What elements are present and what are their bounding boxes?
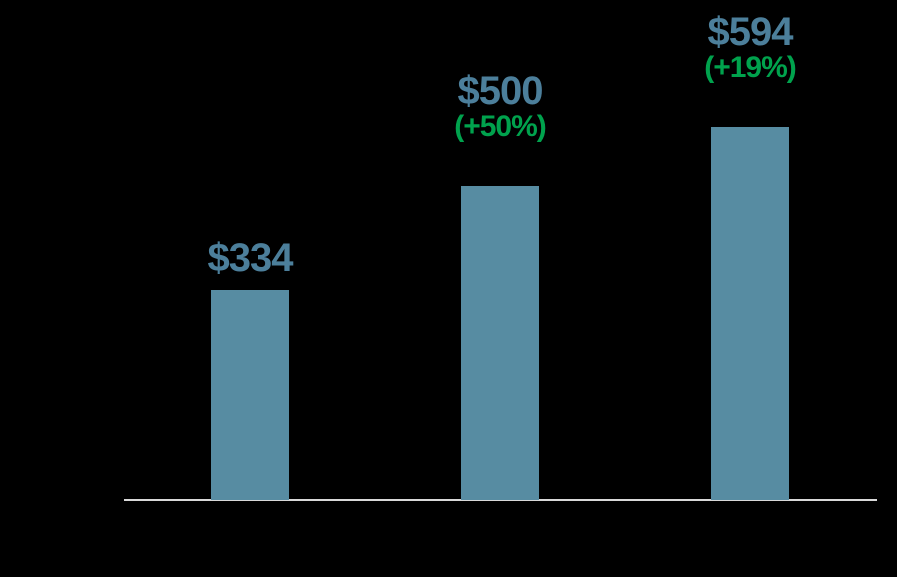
bar-rect xyxy=(461,186,539,500)
bar-rect xyxy=(711,127,789,500)
bar-value-label: $500 xyxy=(457,69,544,113)
bar-value-label: $594 xyxy=(707,10,794,54)
bar-rect xyxy=(211,290,289,500)
x-axis-line xyxy=(124,499,877,501)
bar-value-label: $334 xyxy=(207,236,294,280)
bar-change-label: (+19%) xyxy=(704,51,797,84)
bar-change-label: (+50%) xyxy=(454,110,547,143)
